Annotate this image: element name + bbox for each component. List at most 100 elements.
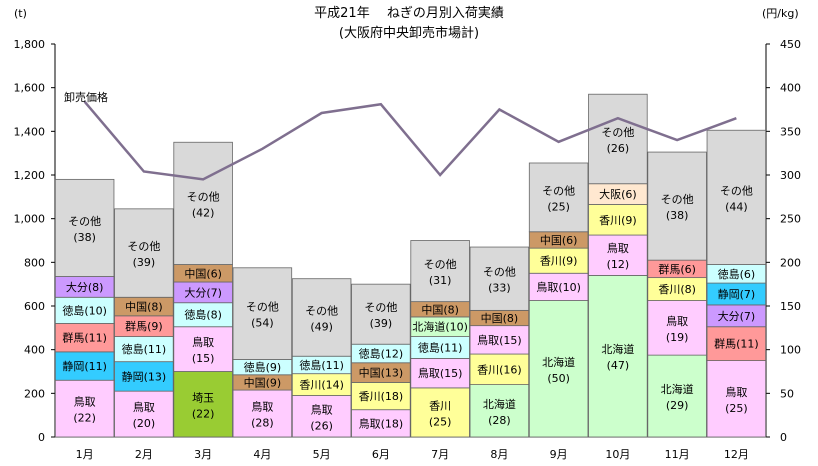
price-line xyxy=(83,100,737,181)
y-left-tick-label: 200 xyxy=(24,387,45,400)
y-right-tick-label: 250 xyxy=(780,213,801,226)
segment-label: 鳥取(15) xyxy=(418,366,463,380)
bar-segment xyxy=(291,395,352,438)
segment-label: 徳島(11) xyxy=(418,340,463,354)
segment-label: 香川(16) xyxy=(477,363,522,376)
segment-label: 香川(9) xyxy=(540,255,578,268)
segment-label-value: (39) xyxy=(133,256,156,269)
bar-segment xyxy=(706,129,767,265)
segment-label: 中国(8) xyxy=(481,312,519,325)
segment-label: 中国(8) xyxy=(421,303,459,316)
segment-label: 徳島(8) xyxy=(184,308,222,322)
segment-label: 中国(13) xyxy=(359,367,404,380)
chart-subtitle: (大阪府中央卸売市場計) xyxy=(339,25,479,41)
bar-segment xyxy=(647,300,707,356)
segment-label-name: 鳥取 xyxy=(74,395,96,409)
segment-label: 群馬(11) xyxy=(714,337,759,351)
y-right-tick-label: 350 xyxy=(780,125,801,138)
segment-label-value: (38) xyxy=(666,209,689,222)
segment-label-name: その他 xyxy=(187,190,220,203)
segment-label: 鳥取(18) xyxy=(359,416,404,430)
segment-label: 中国(8) xyxy=(125,301,163,314)
segment-label-name: 北海道 xyxy=(661,382,694,396)
segment-label-name: その他 xyxy=(601,126,634,139)
segment-label: 中国(6) xyxy=(540,234,578,247)
bar-segment xyxy=(173,371,233,438)
segment-label-value: (50) xyxy=(547,372,570,385)
segment-label-value: (38) xyxy=(73,231,96,244)
segment-label-name: 鳥取 xyxy=(311,402,333,416)
y-left-tick-label: 600 xyxy=(24,300,45,313)
x-tick-label: 3月 xyxy=(194,448,212,461)
segment-label: 静岡(13) xyxy=(122,369,167,383)
segment-label-value: (47) xyxy=(607,359,630,372)
segment-label-name: その他 xyxy=(661,193,694,206)
bar-segment xyxy=(351,283,411,345)
segment-label: 鳥取(10) xyxy=(536,280,581,294)
y-right-tick-label: 450 xyxy=(780,38,801,51)
segment-label: 群馬(6) xyxy=(658,262,696,276)
segment-label-value: (15) xyxy=(192,352,215,365)
y-left-tick-label: 1,000 xyxy=(14,213,46,226)
segment-label-value: (25) xyxy=(547,200,570,213)
bar-segment xyxy=(588,234,648,276)
segment-label-value: (19) xyxy=(666,331,689,344)
segment-label: 大分(8) xyxy=(66,280,104,294)
bar-segment xyxy=(54,351,115,381)
segment-label-value: (54) xyxy=(251,317,274,330)
y-left-tick-label: 0 xyxy=(38,431,45,444)
bar-segment xyxy=(54,379,115,438)
x-tick-label: 10月 xyxy=(605,448,630,461)
segment-label: 群馬(11) xyxy=(62,331,107,345)
segment-label: 香川(8) xyxy=(658,283,696,296)
bar-segment xyxy=(528,300,589,438)
segment-label-name: 北海道 xyxy=(601,342,634,356)
y-right-tick-label: 200 xyxy=(780,256,801,269)
segment-label-name: 鳥取 xyxy=(192,335,214,349)
y-right-tick-label: 150 xyxy=(780,300,801,313)
y-right-tick-label: 300 xyxy=(780,169,801,182)
bar-segment xyxy=(114,208,174,298)
segment-label-name: その他 xyxy=(305,304,338,317)
bar-segment xyxy=(469,246,530,311)
segment-label-value: (39) xyxy=(370,317,393,330)
y-left-tick-label: 1,800 xyxy=(14,38,46,51)
bar-segment xyxy=(114,390,174,438)
segment-label-name: その他 xyxy=(364,301,397,314)
segment-label-name: その他 xyxy=(720,184,753,197)
bar-segment xyxy=(528,162,589,233)
bar-segment xyxy=(54,296,115,324)
bar-segment xyxy=(588,275,648,438)
bar-segment xyxy=(647,354,707,438)
y-left-tick-label: 1,200 xyxy=(14,169,46,182)
segment-label-name: その他 xyxy=(424,258,457,271)
bar-segment xyxy=(469,384,530,438)
segment-label-value: (44) xyxy=(725,200,748,213)
segment-label-name: 鳥取 xyxy=(666,314,688,328)
bar-segment xyxy=(528,247,589,274)
y-left-tick-label: 800 xyxy=(24,256,45,269)
segment-label-name: 鳥取 xyxy=(607,241,629,255)
x-tick-label: 9月 xyxy=(550,448,568,461)
segment-label-name: 埼玉 xyxy=(192,390,214,404)
y-right-tick-label: 0 xyxy=(780,431,787,444)
segment-label: 徳島(10) xyxy=(62,303,107,317)
bar-segment xyxy=(706,326,767,361)
segment-label: 群馬(9) xyxy=(125,319,163,333)
segment-label-value: (28) xyxy=(251,417,274,430)
segment-label: 徳島(11) xyxy=(122,342,167,356)
x-tick-label: 12月 xyxy=(724,448,749,461)
plot-layer: 0 200 400 600 800 1,000 1,200 1,400 1,600 1,800 0 5… xyxy=(14,38,802,461)
segment-label: 徳島(9) xyxy=(244,360,282,374)
segment-label-value: (29) xyxy=(666,399,689,412)
bar-segment xyxy=(410,387,470,438)
bar-segment xyxy=(647,151,707,261)
segment-label-value: (25) xyxy=(429,415,452,428)
chart-title: 平成21年 ねぎの月別入荷実績 xyxy=(314,5,504,21)
segment-label-name: 香川 xyxy=(429,399,451,412)
segment-label-name: その他 xyxy=(127,240,160,253)
bar-segment xyxy=(232,389,293,438)
segment-label: 静岡(11) xyxy=(62,359,107,373)
